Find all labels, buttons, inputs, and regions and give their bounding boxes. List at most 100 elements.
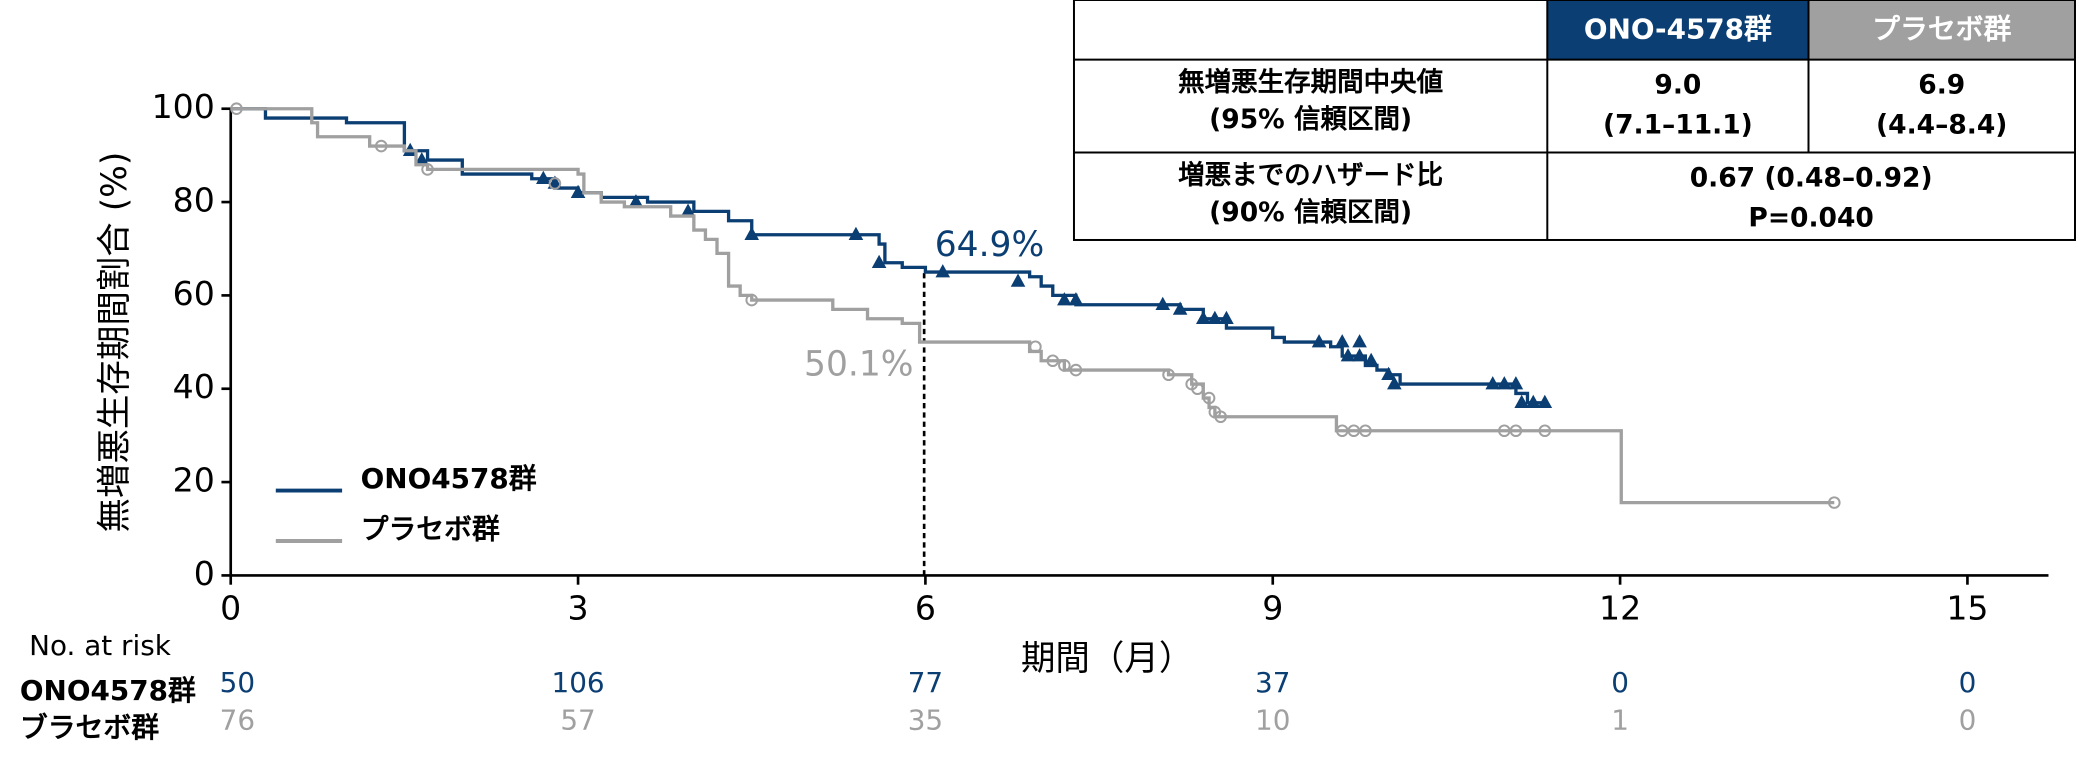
censor-mark — [1334, 334, 1350, 348]
risk-value: 35 — [908, 703, 943, 736]
censor-mark — [1029, 340, 1042, 354]
censor-mark — [1311, 334, 1327, 348]
censor-mark — [1485, 376, 1501, 390]
y-tick-label: 0 — [194, 554, 215, 593]
risk-row-name: ブラセボ群 — [20, 711, 159, 744]
censor-mark — [1068, 292, 1084, 306]
risk-value: 106 — [552, 666, 605, 699]
risk-title: No. at risk — [29, 629, 172, 662]
risk-value: 37 — [1255, 666, 1290, 699]
y-tick-label: 60 — [173, 274, 215, 313]
y-tick-label: 80 — [173, 181, 215, 220]
risk-value: 1 — [1611, 703, 1629, 736]
x-tick-label: 3 — [568, 588, 589, 627]
cell-text: 0.67 (0.48–0.92) — [1690, 162, 1933, 193]
y-tick-label: 20 — [173, 461, 215, 500]
censor-mark — [548, 177, 562, 190]
y-axis-label: 無増悪生存期間割合 (%) — [95, 152, 135, 533]
censor-mark — [1352, 348, 1367, 362]
y-tick-label: 40 — [173, 367, 215, 406]
censor-mark — [1827, 496, 1841, 509]
header-cell — [1547, 0, 1809, 60]
censor-mark — [744, 226, 760, 241]
censor-mark — [1172, 301, 1188, 315]
x-tick-label: 15 — [1946, 588, 1988, 627]
risk-value: 76 — [220, 703, 255, 736]
cell-text: (4.4–8.4) — [1876, 109, 2007, 140]
censor-mark — [1046, 354, 1060, 368]
censor-mark — [1352, 334, 1367, 348]
censor-mark — [1381, 366, 1396, 381]
censor-mark — [1537, 394, 1553, 409]
censor-mark — [935, 264, 951, 278]
risk-value: 0 — [1611, 666, 1629, 699]
table-border — [1072, 0, 2076, 241]
annotation: 50.1% — [804, 344, 914, 384]
censor-mark — [848, 226, 864, 241]
censor-mark — [1010, 273, 1026, 287]
censor-mark — [1202, 391, 1216, 405]
risk-value: 0 — [1959, 703, 1977, 736]
risk-value: 0 — [1959, 666, 1977, 699]
censor-mark — [1057, 292, 1072, 306]
censor-mark — [1509, 424, 1523, 438]
cell-text: 9.0 — [1654, 70, 1701, 101]
censor-mark — [374, 139, 388, 153]
risk-value: 10 — [1255, 703, 1290, 736]
header-text: プラセボ群 — [1872, 12, 2011, 45]
censor-mark — [1538, 424, 1552, 438]
row-label: 増悪までのハザード比 — [1178, 160, 1443, 191]
cell-text: 6.9 — [1918, 70, 1965, 101]
censor-mark — [536, 170, 551, 185]
row-label: (95% 信頼区間) — [1209, 104, 1412, 135]
censor-mark — [570, 184, 586, 199]
censor-mark — [1155, 296, 1171, 311]
censor-mark — [1497, 376, 1512, 390]
censor-mark — [745, 293, 759, 307]
risk-value: 57 — [560, 703, 595, 736]
y-tick-label: 100 — [152, 87, 215, 126]
censor-mark — [1207, 310, 1223, 325]
risk-value: 50 — [220, 666, 255, 699]
censor-mark — [1363, 352, 1379, 367]
censor-mark — [1214, 410, 1227, 424]
risk-row-name: ONO4578群 — [20, 674, 196, 707]
censor-mark — [1508, 376, 1524, 390]
risk-value: 77 — [908, 666, 943, 699]
censor-mark — [230, 102, 243, 116]
censor-mark — [628, 194, 644, 208]
censor-mark — [1058, 359, 1071, 372]
censor-mark — [1195, 310, 1211, 325]
censor-mark — [1162, 368, 1175, 382]
row-label: (90% 信頼区間) — [1209, 197, 1412, 228]
x-tick-label: 12 — [1599, 588, 1641, 627]
x-tick-label: 0 — [220, 588, 241, 627]
x-tick-label: 6 — [915, 588, 936, 627]
censor-mark — [1191, 382, 1204, 396]
censor-mark — [414, 152, 430, 166]
annotation: 64.9% — [935, 225, 1044, 265]
censor-mark — [547, 175, 563, 189]
censor-mark — [421, 163, 434, 176]
censor-mark — [1359, 424, 1372, 438]
censor-mark — [1514, 394, 1529, 409]
x-axis-label: 期間（月） — [1021, 639, 1193, 679]
censor-mark — [1069, 363, 1083, 377]
censor-mark — [680, 203, 696, 217]
km-curve — [230, 107, 1835, 505]
legend-label: ONO4578群 — [361, 462, 537, 495]
header-cell — [1808, 0, 2075, 60]
censor-mark — [1219, 310, 1234, 325]
censor-mark — [1387, 376, 1402, 390]
legend-label: プラセボ群 — [361, 512, 500, 545]
row-label: 無増悪生存期間中央値 — [1178, 67, 1443, 98]
censor-mark — [871, 254, 887, 269]
censor-mark — [1340, 348, 1356, 362]
cell-text: (7.1–11.1) — [1603, 109, 1753, 140]
cell-text: P=0.040 — [1748, 202, 1873, 233]
censor-mark — [1525, 394, 1541, 409]
x-tick-label: 9 — [1262, 588, 1283, 627]
header-text: ONO-4578群 — [1584, 12, 1772, 45]
